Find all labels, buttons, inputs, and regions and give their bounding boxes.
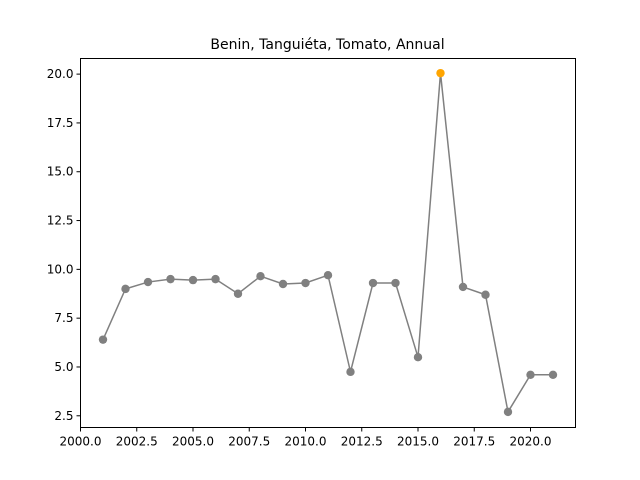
y-tick-label: 17.5 [47, 116, 74, 130]
data-point [323, 271, 333, 280]
y-tick-label: 15.0 [47, 165, 74, 179]
data-point [121, 284, 130, 294]
y-tick-label: 10.0 [47, 262, 74, 276]
y-axis: 2.5 5.0 7.5 10.0 12.5 15.0 17.5 20.0 [47, 67, 81, 423]
chart-title: Benin, Tanguiéta, Tomato, Annual [210, 37, 444, 53]
data-point [256, 271, 265, 281]
data-point [413, 353, 423, 362]
data-point [526, 370, 535, 379]
data-point [548, 370, 558, 379]
y-tick-label: 12.5 [47, 214, 74, 228]
data-point [481, 290, 490, 299]
data-point [391, 278, 400, 288]
data-point [188, 275, 198, 285]
data-point [233, 289, 243, 298]
plot-area-frame [80, 58, 576, 428]
highlighted-data-point [436, 68, 445, 78]
data-point [143, 277, 153, 287]
data-point [301, 278, 310, 288]
data-point [503, 407, 513, 417]
x-tick-label: 2002.5 [116, 435, 158, 449]
data-point [346, 367, 355, 377]
x-tick-label: 2000.0 [60, 435, 102, 449]
x-tick-label: 2020.0 [510, 435, 552, 449]
x-tick-label: 2017.5 [453, 435, 495, 449]
x-axis: 2000.0 2002.5 2005.0 2007.5 2010.0 2012.5 2015… [60, 427, 552, 449]
data-point [368, 278, 378, 288]
y-tick-label: 7.5 [54, 311, 73, 325]
data-points [98, 68, 558, 417]
data-point [98, 335, 108, 344]
x-tick-label: 2015.0 [397, 435, 439, 449]
data-point [211, 274, 220, 284]
data-point [458, 282, 468, 292]
y-tick-label: 5.0 [54, 360, 73, 374]
series-line [102, 73, 553, 414]
data-point [278, 279, 288, 289]
y-tick-label: 20.0 [47, 67, 74, 81]
x-tick-label: 2012.5 [341, 435, 383, 449]
x-tick-label: 2005.0 [172, 435, 214, 449]
data-point [166, 274, 175, 284]
y-tick-label: 2.5 [54, 409, 73, 423]
x-tick-label: 2010.0 [285, 435, 327, 449]
x-tick-label: 2007.5 [228, 435, 270, 449]
